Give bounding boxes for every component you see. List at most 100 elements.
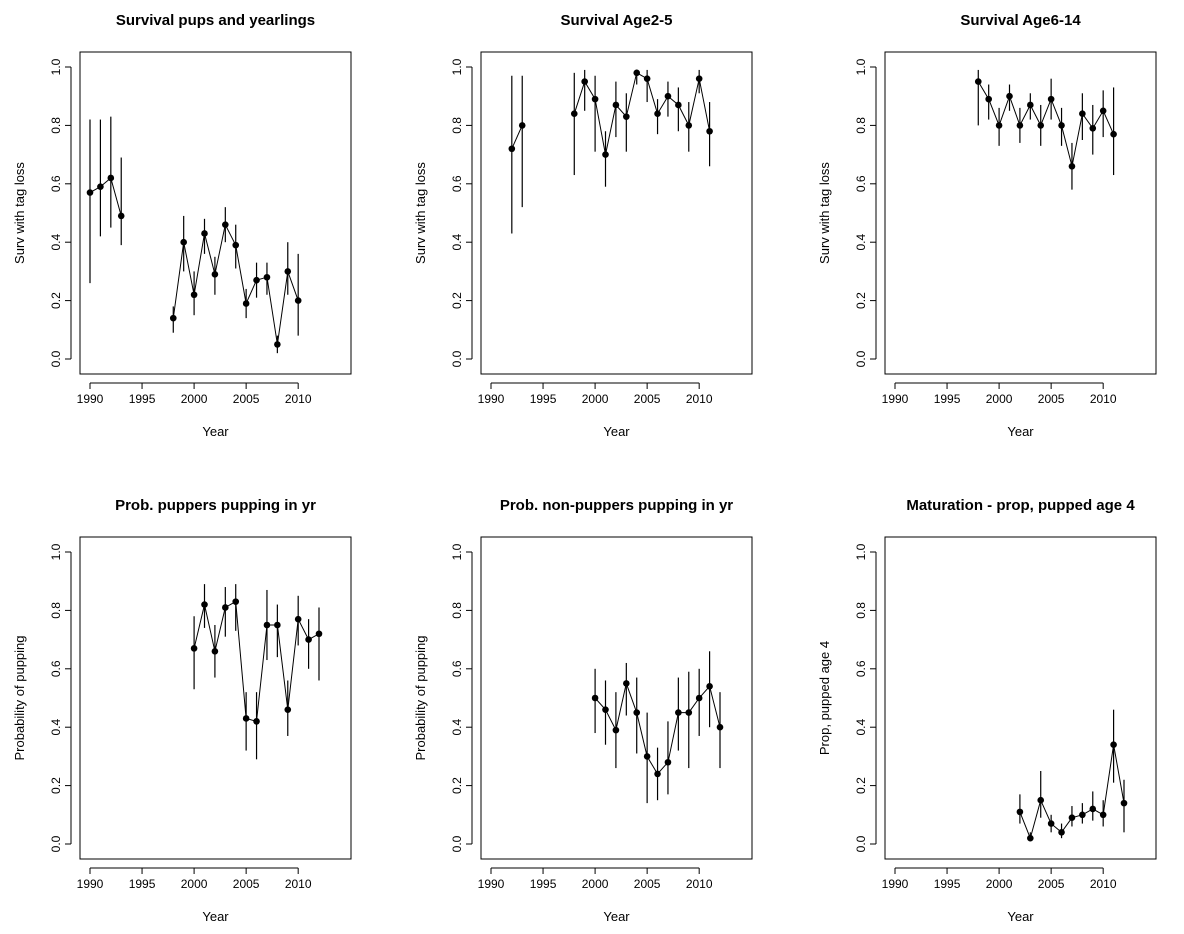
data-point [974,78,982,85]
chart-panel-3: Survival Age6-14 1990 1995 2000 2005 2010 Year… [817,12,1157,439]
x-tick-label: 2010 [285,877,312,891]
data-point [263,273,271,281]
x-tick-label: 2005 [634,877,661,891]
data-point [675,101,682,109]
x-axis-label: Year [202,909,229,924]
data-point [1058,122,1065,129]
data-point [86,189,94,196]
y-axis-label: Surv with tag loss [817,162,832,264]
data-point [612,726,620,734]
data-point [1016,808,1024,816]
data-point [180,238,187,246]
x-tick-label: 1995 [530,877,557,891]
data-point [232,241,240,249]
data-point [623,680,630,687]
y-axis-label: Surv with tag loss [413,162,428,264]
x-tick-label: 2005 [233,877,260,891]
x-tick-label: 2005 [1038,877,1065,891]
data-point [1099,811,1107,819]
y-tick-label: 0.8 [450,602,464,619]
y-tick-label: 0.2 [49,777,63,794]
y-tick-label: 0.0 [854,350,868,367]
y-axis-label: Prop, pupped age 4 [817,641,832,755]
data-point [107,174,115,182]
data-point [232,598,240,605]
data-point [305,636,312,643]
x-tick-label: 1995 [129,877,156,891]
x-tick-label: 2010 [285,392,312,406]
series-line [511,125,523,150]
data-point [169,314,177,322]
y-tick-label: 0.0 [49,835,63,852]
data-point [1089,125,1097,132]
y-tick-label: 0.4 [49,234,63,251]
y-tick-label: 0.2 [450,777,464,794]
chart-title: Prob. non-puppers pupping in yr [500,497,733,514]
data-point [1089,805,1097,813]
data-point [190,645,198,652]
data-point [1047,820,1055,827]
x-tick-label: 1995 [129,392,156,406]
data-point [685,122,693,129]
data-point [695,694,703,702]
y-tick-label: 0.2 [854,777,868,794]
data-point [284,268,292,275]
data-point [612,101,620,109]
chart-panel-1: Survival pups and yearlings 1990 1995 2000 2… [12,12,352,439]
data-point [274,341,281,348]
data-point [274,621,281,629]
data-point [201,230,208,237]
y-tick-label: 0.6 [854,660,868,677]
x-tick-label: 2000 [582,392,609,406]
x-tick-label: 2000 [582,877,609,891]
x-tick-label: 2005 [233,392,260,406]
y-tick-label: 0.8 [49,602,63,619]
data-point [1068,814,1076,822]
data-point [1037,122,1045,129]
data-point [294,297,302,304]
x-axis-label: Year [603,909,630,924]
chart-title: Survival Age2-5 [561,12,673,29]
y-tick-label: 0.4 [450,234,464,251]
y-tick-label: 0.6 [854,175,868,192]
x-axis-label: Year [1007,909,1034,924]
data-point [263,621,271,629]
x-tick-label: 2000 [181,877,208,891]
data-point [1016,122,1024,129]
data-point [633,69,641,77]
plot-frame [79,536,352,860]
y-tick-label: 0.6 [450,660,464,677]
y-tick-label: 0.4 [49,719,63,736]
chart-panel-5: Prob. non-puppers pupping in yr 1990 1995 2… [413,497,753,924]
y-axis-label: Probability of pupping [12,635,27,760]
data-point [654,770,661,778]
data-point [581,78,588,85]
data-point [602,151,609,158]
data-point [315,630,323,638]
data-point [716,723,724,731]
y-tick-label: 0.8 [854,602,868,619]
data-point [1037,796,1045,804]
x-tick-label: 2000 [986,392,1013,406]
x-tick-label: 1990 [882,877,909,891]
y-tick-label: 1.0 [49,543,63,560]
data-point [633,709,641,716]
x-tick-label: 2010 [1090,392,1117,406]
data-point [685,709,693,716]
y-tick-label: 0.0 [450,835,464,852]
plot-frame [480,536,753,860]
x-tick-label: 1995 [934,877,961,891]
data-point [664,758,672,766]
data-point [190,291,198,299]
data-point [1120,799,1128,807]
series-line [89,177,122,217]
data-point [508,145,516,153]
x-tick-label: 1990 [478,392,505,406]
data-point [1006,92,1013,100]
y-tick-label: 1.0 [854,58,868,75]
x-tick-label: 2010 [686,877,713,891]
x-tick-label: 1995 [530,392,557,406]
y-tick-label: 0.0 [49,350,63,367]
x-tick-label: 2000 [986,877,1013,891]
x-tick-label: 1990 [77,392,104,406]
